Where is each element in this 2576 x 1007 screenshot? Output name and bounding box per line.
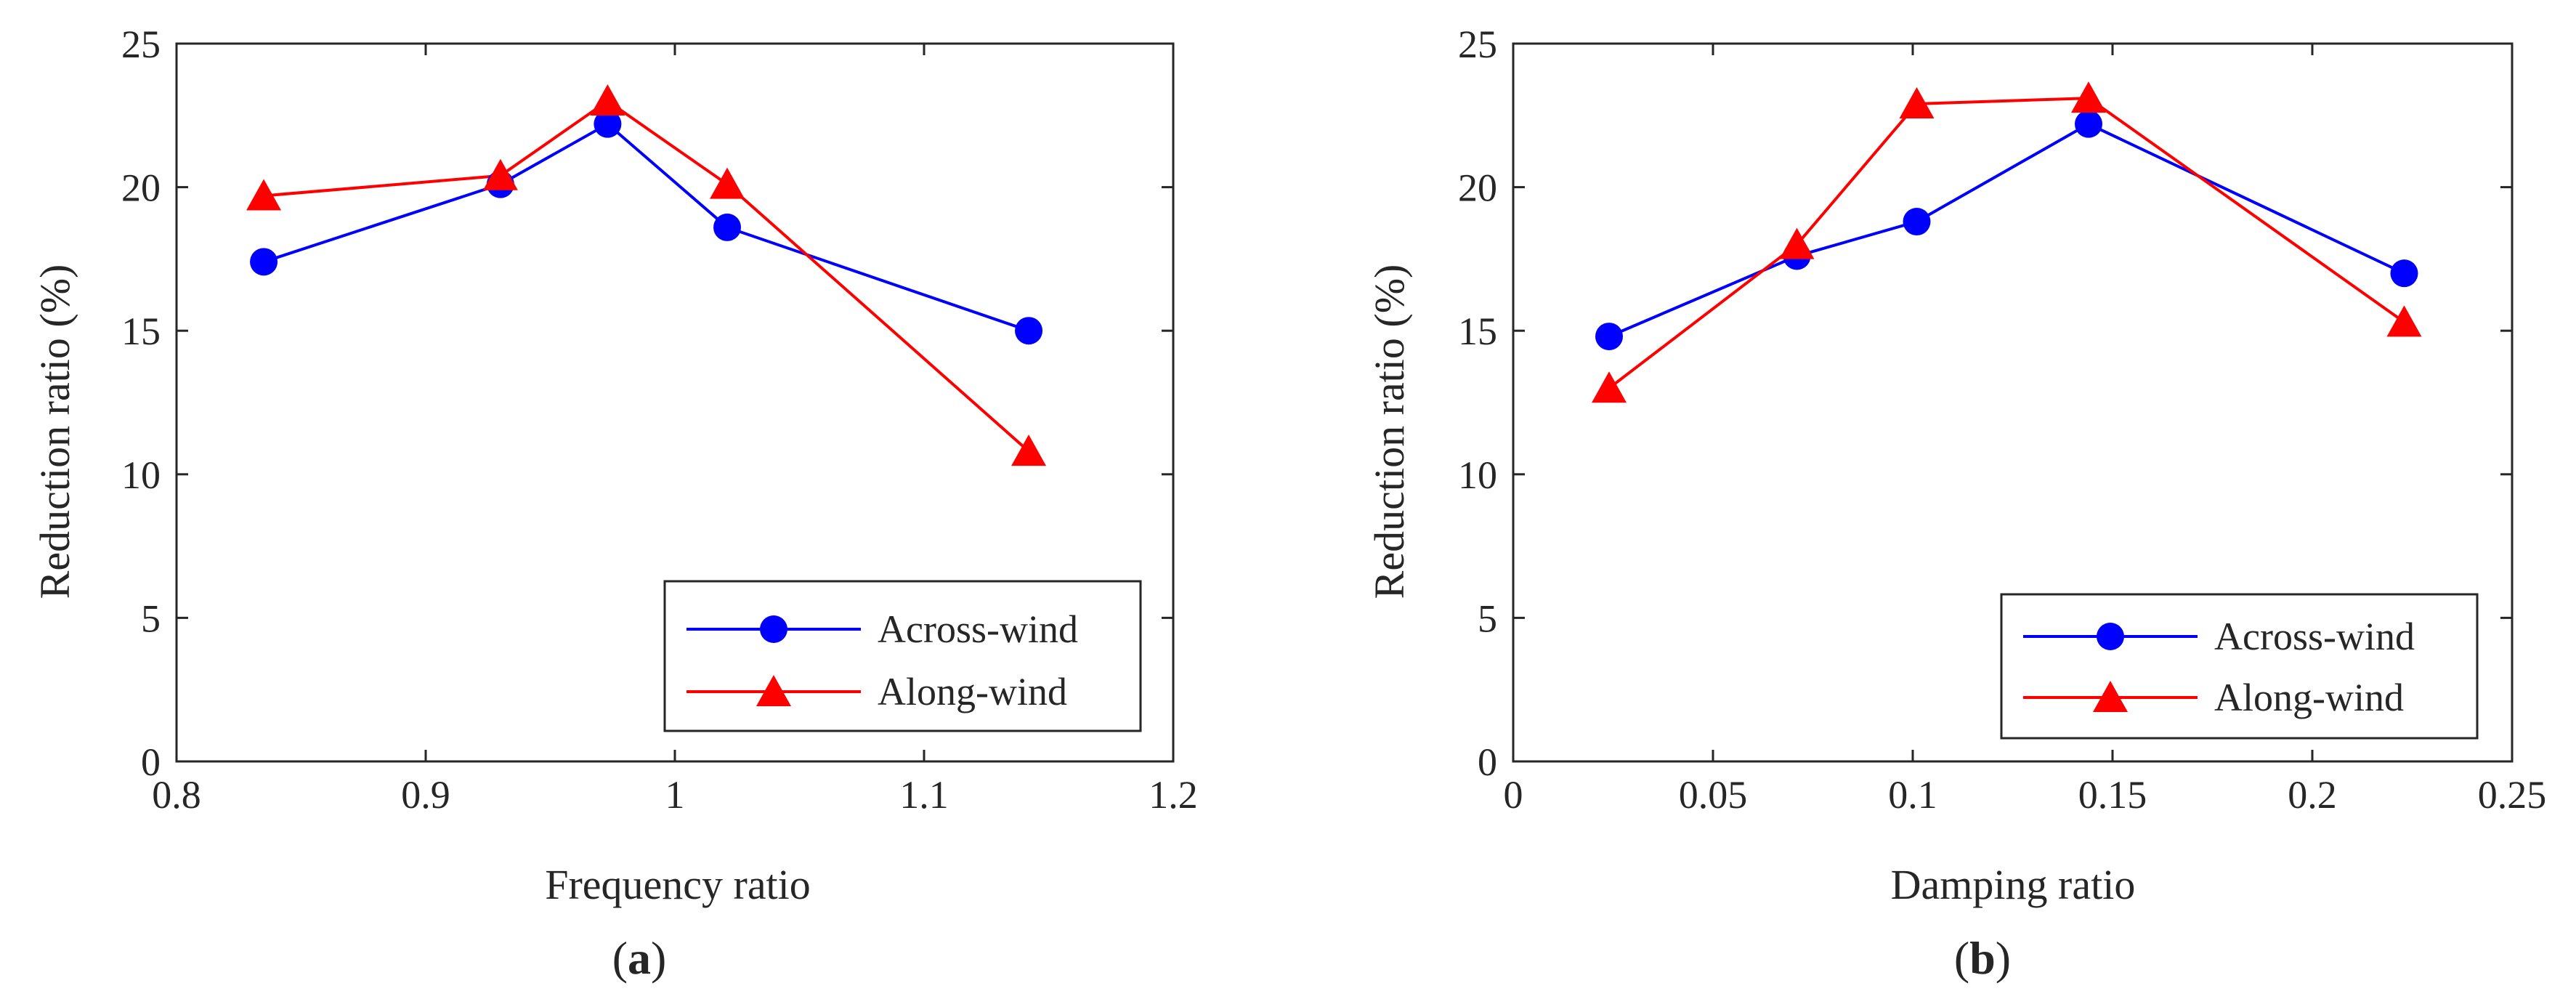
panel-label-a: (a) xyxy=(612,932,667,984)
along-wind-point xyxy=(1592,371,1627,403)
x-tick-label: 0.15 xyxy=(2078,773,2147,817)
across-wind-point xyxy=(2390,259,2418,288)
y-tick-label: 5 xyxy=(1478,596,1497,640)
along-wind-point xyxy=(482,158,518,190)
panel-label-b: (b) xyxy=(1954,932,2011,984)
y-tick-label: 10 xyxy=(121,453,161,497)
along-wind-point xyxy=(2386,305,2422,337)
panel-a: Reduction ratio (%) Frequency ratio (a) … xyxy=(31,23,1198,984)
y-tick-label: 20 xyxy=(121,166,161,210)
y-tick-label: 25 xyxy=(121,23,161,66)
y-tick-label: 0 xyxy=(1478,740,1497,784)
y-axis-label: Reduction ratio (%) xyxy=(31,264,78,599)
plot-layer: 0.8 0.9 1 1.1 1.2 0 5 10 15 20 25 xyxy=(121,23,1198,817)
legend-along-label: Along-wind xyxy=(878,670,1067,713)
y-tick-label: 15 xyxy=(121,310,161,353)
y-tick-label: 10 xyxy=(1458,453,1497,497)
across-wind-point xyxy=(713,213,742,241)
across-wind-point xyxy=(1903,208,1931,236)
x-axis-label: Damping ratio xyxy=(1891,861,2136,908)
across-wind-point xyxy=(1015,317,1043,345)
legend-along-label: Along-wind xyxy=(2214,676,2404,719)
along-wind-point xyxy=(2071,81,2106,113)
x-tick-label: 1 xyxy=(665,773,685,817)
along-wind-point xyxy=(246,179,282,211)
y-tick-label: 15 xyxy=(1458,310,1497,353)
across-wind-point xyxy=(2075,110,2102,138)
x-tick-label: 0.2 xyxy=(2288,773,2337,817)
x-tick-label: 0.9 xyxy=(401,773,450,817)
legend-box xyxy=(2000,593,2479,740)
across-wind-series-line xyxy=(263,122,1029,333)
x-tick-label: 0.05 xyxy=(1679,773,1748,817)
x-tick-label: 1.2 xyxy=(1149,773,1198,817)
axes-frame xyxy=(1512,42,2514,763)
legend-across-label: Across-wind xyxy=(878,607,1078,651)
x-tick-label: 0.8 xyxy=(152,773,201,817)
across-wind-point xyxy=(250,248,278,276)
along-wind-point xyxy=(1899,86,1935,118)
along-wind-series-line xyxy=(1608,97,2405,389)
across-wind-point xyxy=(1595,323,1623,351)
legend: Across-wind Along-wind xyxy=(663,580,1142,732)
legend-across-marker xyxy=(760,615,787,643)
legend-box xyxy=(663,580,1142,732)
y-axis-label: Reduction ratio (%) xyxy=(1366,264,1413,599)
y-tick-label: 25 xyxy=(1458,23,1497,66)
along-wind-point xyxy=(590,84,625,116)
along-wind-point xyxy=(1011,434,1047,466)
legend-along-marker xyxy=(756,675,791,706)
legend: Across-wind Along-wind xyxy=(2000,593,2479,740)
legend-across-marker xyxy=(2097,623,2124,650)
across-wind-series-line xyxy=(1608,122,2405,338)
x-tick-label: 1.1 xyxy=(899,773,949,817)
y-tick-label: 5 xyxy=(141,596,161,640)
y-tick-label: 20 xyxy=(1458,166,1497,210)
x-tick-label: 0 xyxy=(1504,773,1523,817)
across-wind-point xyxy=(594,110,622,138)
x-tick-label: 0.25 xyxy=(2478,773,2547,817)
along-wind-point xyxy=(1779,227,1815,259)
along-wind-series-line xyxy=(263,99,1030,453)
y-tick-label: 0 xyxy=(141,740,161,784)
along-wind-point xyxy=(710,167,745,199)
x-axis-label: Frequency ratio xyxy=(545,861,811,908)
plot-layer: 0 0.05 0.1 0.15 0.2 0.25 0 5 10 15 20 25 xyxy=(1458,23,2546,817)
legend-along-marker xyxy=(2093,681,2128,712)
x-tick-label: 0.1 xyxy=(1888,773,1937,817)
legend-across-label: Across-wind xyxy=(2214,615,2415,658)
